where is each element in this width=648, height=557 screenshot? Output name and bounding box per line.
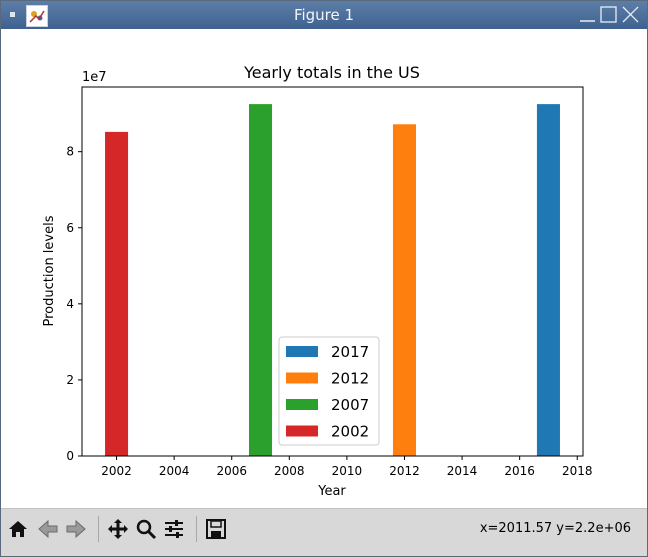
window-title: Figure 1 — [293, 6, 355, 24]
bar-2002 — [105, 131, 129, 456]
forward-button[interactable] — [65, 517, 87, 541]
back-button[interactable] — [37, 517, 59, 541]
zoom-button[interactable] — [135, 517, 157, 541]
cursor-coordinates: x=2011.57 y=2.2e+06 — [479, 521, 631, 536]
bar-2007 — [249, 104, 273, 456]
navigation-toolbar: x=2011.57 y=2.2e+06 — [1, 508, 647, 551]
legend-label-2007: 2007 — [331, 396, 369, 414]
legend-label-2002: 2002 — [331, 423, 369, 441]
bar-2012 — [392, 124, 416, 457]
save-icon — [206, 519, 226, 539]
window-bottom-border — [1, 550, 647, 556]
title-bar[interactable]: Figure 1 — [1, 1, 647, 29]
legend-swatch-2002 — [286, 425, 318, 437]
toolbar-separator — [98, 516, 99, 542]
x-tick-label: 2016 — [504, 464, 535, 478]
close-icon — [622, 6, 639, 23]
home-icon — [9, 521, 27, 537]
maximize-button[interactable] — [600, 6, 617, 23]
home-button[interactable] — [7, 517, 29, 541]
save-button[interactable] — [205, 517, 227, 541]
x-tick-label: 2014 — [447, 464, 478, 478]
legend-box — [278, 336, 380, 446]
legend-swatch-2007 — [286, 399, 318, 410]
legend-label-2012: 2012 — [331, 370, 369, 388]
axes-frame — [81, 86, 584, 457]
system-menu-icon[interactable] — [10, 12, 15, 17]
y-axis-label: Production levels — [42, 215, 57, 326]
legend-swatch-2017 — [286, 346, 318, 357]
toolbar-separator — [196, 516, 197, 542]
x-tick-label: 2018 — [562, 464, 593, 478]
minimize-button[interactable] — [579, 6, 596, 23]
x-axis-label: Year — [317, 484, 346, 499]
arrow-left-icon — [38, 519, 58, 539]
pan-icon — [108, 519, 128, 539]
x-tick-label: 2012 — [389, 464, 420, 478]
chart-title: Yearly totals in the US — [243, 63, 420, 82]
x-tick-label: 2008 — [274, 464, 305, 478]
bar-2017 — [536, 104, 560, 456]
x-tick-label: 2002 — [101, 464, 132, 478]
legend: 2017 2012 2007 2002 — [278, 336, 380, 446]
y-tick-label: 0 — [66, 449, 74, 463]
arrow-right-icon — [66, 519, 86, 539]
legend-swatch-2012 — [286, 372, 318, 384]
sliders-icon — [165, 520, 183, 538]
x-tick-label: 2010 — [332, 464, 363, 478]
x-tick-label: 2006 — [216, 464, 247, 478]
configure-subplots-button[interactable] — [163, 517, 185, 541]
y-tick-label: 2 — [66, 373, 74, 387]
y-tick-label: 4 — [66, 297, 74, 311]
zoom-icon — [136, 519, 157, 540]
close-button[interactable] — [622, 6, 639, 23]
y-offset-label: 1e7 — [82, 70, 107, 85]
y-tick-label: 8 — [66, 145, 74, 159]
maximize-icon — [600, 6, 617, 23]
legend-label-2017: 2017 — [331, 343, 369, 361]
bar-chart[interactable]: 2002 2004 2006 2008 2010 2012 2014 2016 2018 0 2 4 6… — [1, 29, 647, 508]
y-tick-label: 6 — [66, 221, 74, 235]
minimize-icon — [580, 20, 595, 22]
x-tick-label: 2004 — [159, 464, 190, 478]
pan-button[interactable] — [107, 517, 129, 541]
figure-canvas[interactable]: 2002 2004 2006 2008 2010 2012 2014 2016 2018 0 2 4 6… — [1, 29, 647, 508]
app-icon — [26, 5, 48, 27]
